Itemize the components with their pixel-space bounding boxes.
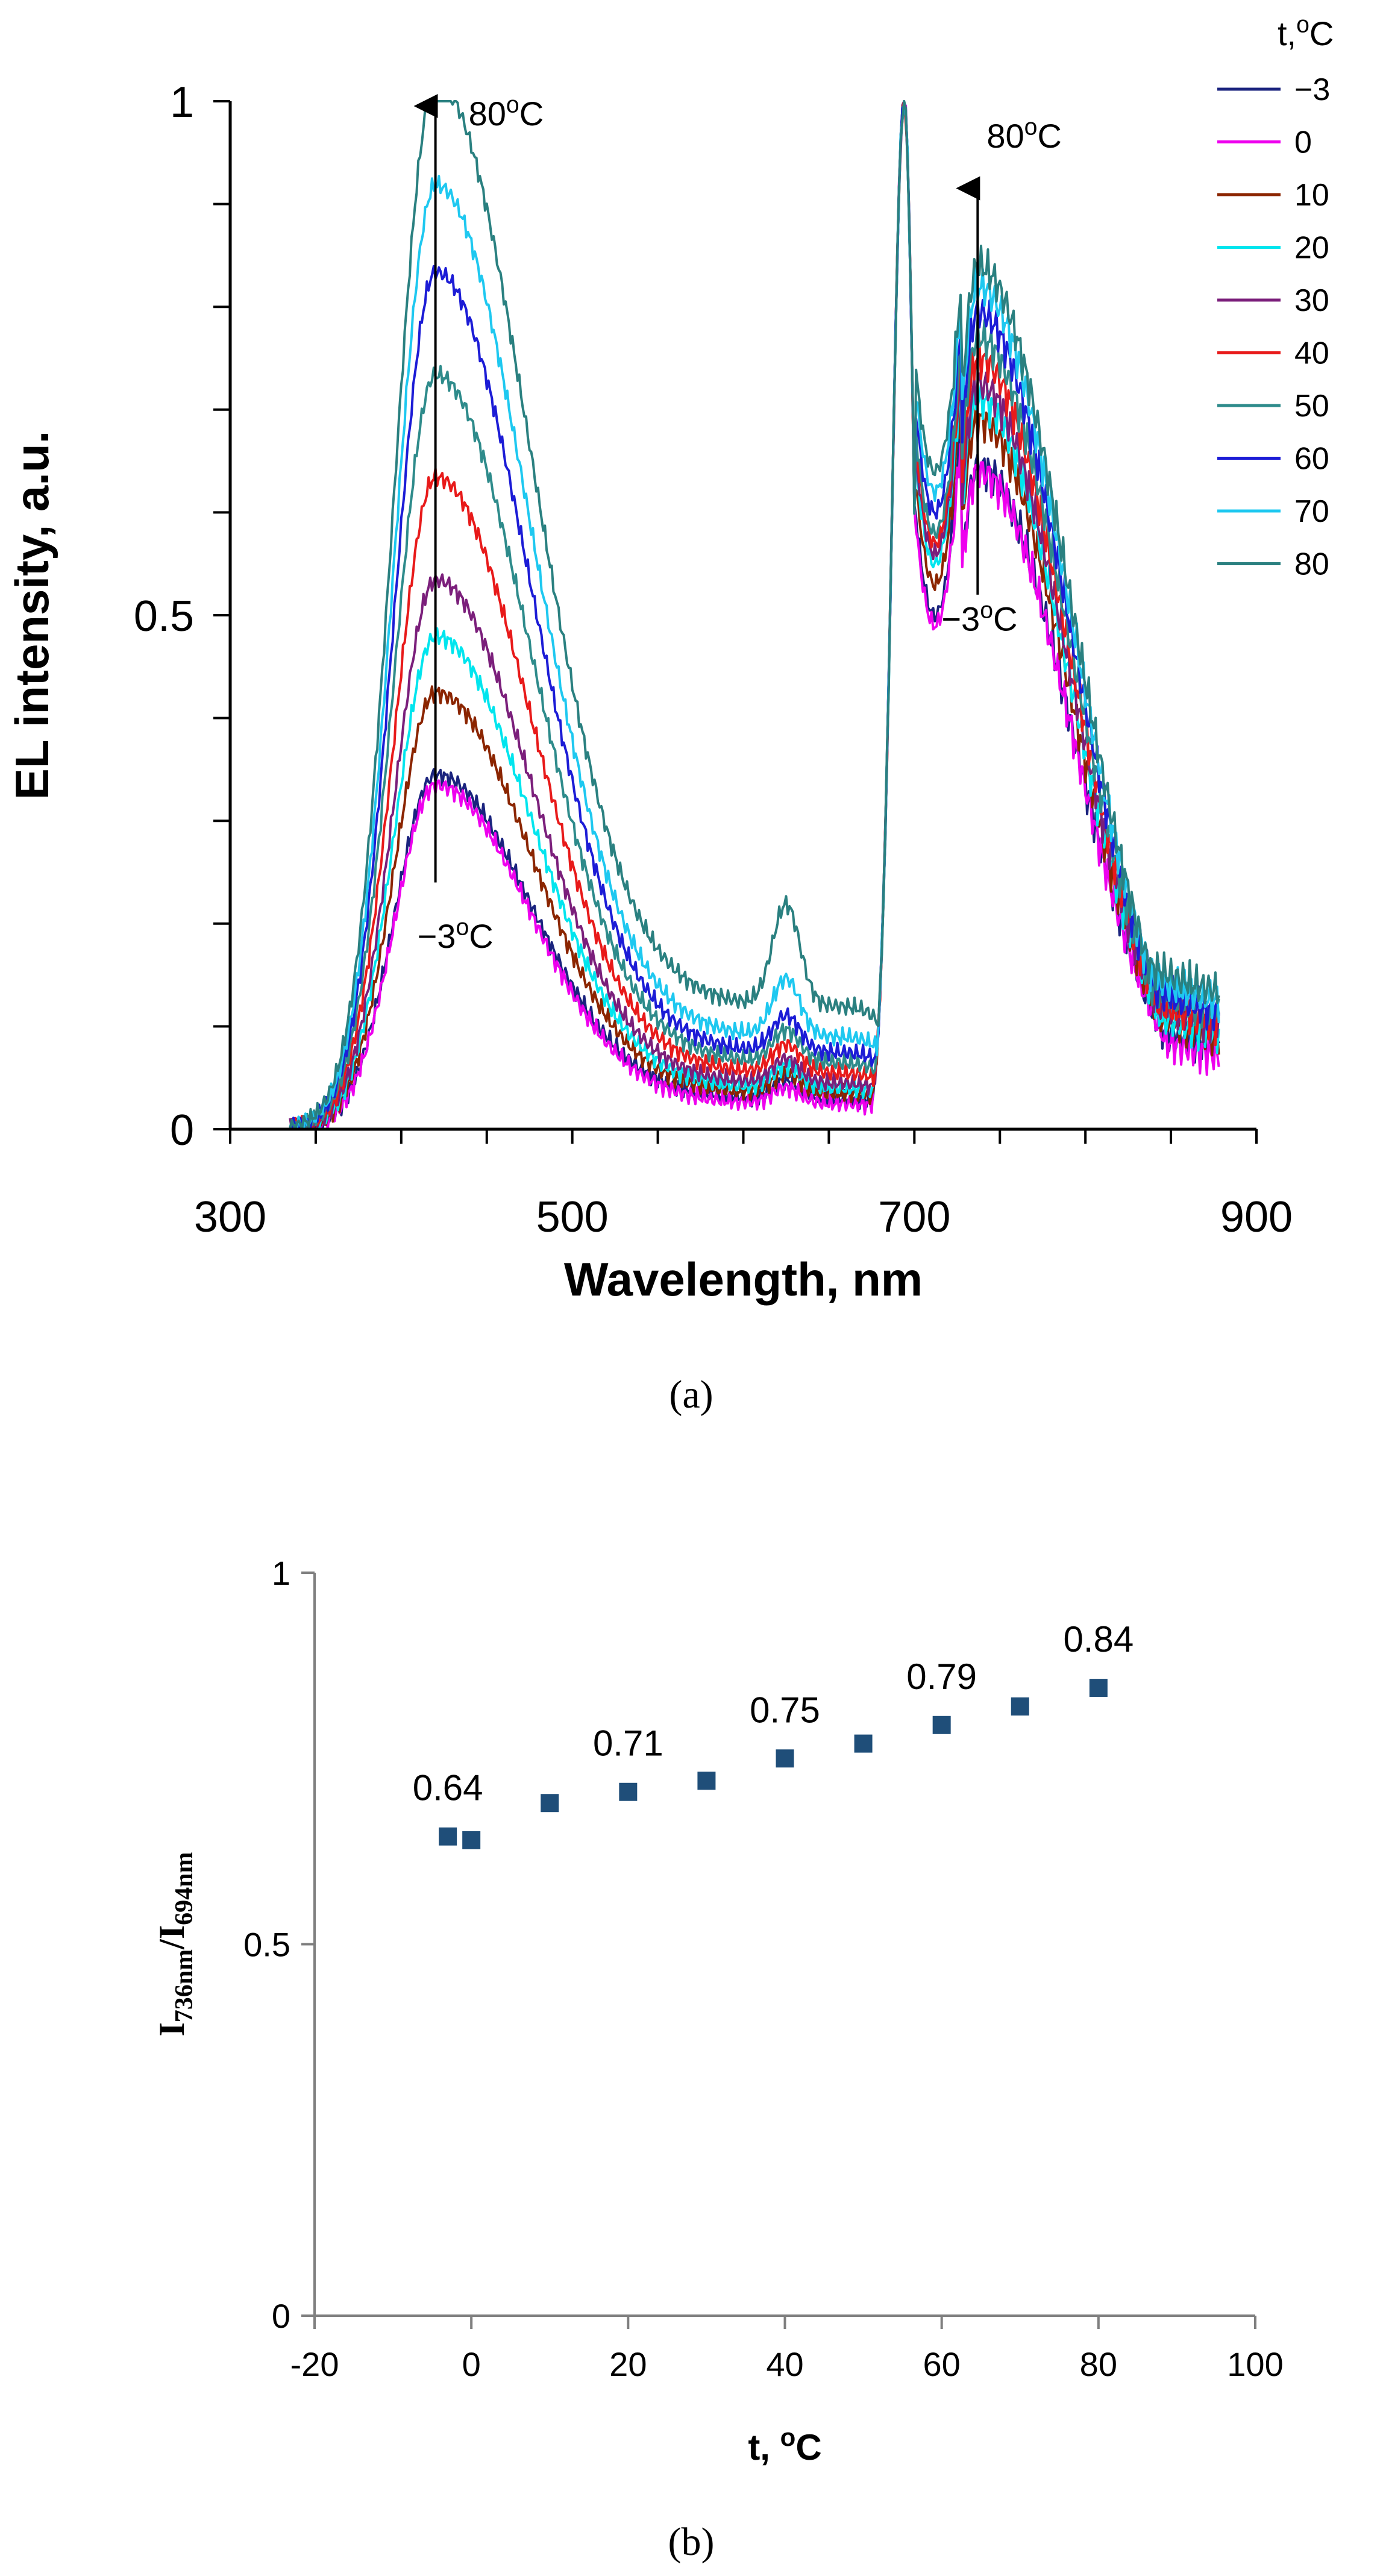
x-tick-label: 900 <box>1220 1193 1293 1241</box>
data-point-50 <box>854 1734 873 1753</box>
data-label-0.84: 0.84 <box>1063 1619 1134 1659</box>
y-tick-label: 0.5 <box>134 592 194 641</box>
legend-label-0: 0 <box>1294 125 1312 160</box>
series-line-20 <box>289 100 1220 1130</box>
x-tick-label: 40 <box>766 2345 803 2383</box>
legend-label-60: 60 <box>1294 442 1329 477</box>
x-axis-label: t, oC <box>748 2423 821 2468</box>
x-tick-label: 300 <box>194 1193 266 1241</box>
data-label-0.75: 0.75 <box>750 1690 820 1730</box>
series-line-60 <box>289 107 1220 1130</box>
x-tick-label: 80 <box>1080 2345 1117 2383</box>
data-label-0.79: 0.79 <box>906 1656 977 1697</box>
data-point-30 <box>697 1772 716 1790</box>
panel-label-a: (a) <box>669 1373 713 1417</box>
series-line-70 <box>289 100 1220 1130</box>
legend-label-40: 40 <box>1294 336 1329 371</box>
y-tick-label: 0 <box>170 1106 194 1155</box>
x-tick-label: 700 <box>878 1193 950 1241</box>
x-tick-label: 20 <box>609 2345 647 2383</box>
data-point-0 <box>462 1831 481 1849</box>
series-line-−3 <box>290 106 1220 1130</box>
x-tick-label: 500 <box>536 1193 609 1241</box>
series-line-0 <box>290 104 1220 1130</box>
legend-title: t,oC <box>1278 12 1334 52</box>
data-point-10 <box>541 1794 559 1813</box>
series-line-40 <box>289 100 1220 1130</box>
x-tick-label: 100 <box>1227 2345 1283 2383</box>
annotation-3: −3oC <box>941 597 1017 638</box>
y-tick-label: 0.5 <box>243 1926 290 1964</box>
legend-label-80: 80 <box>1294 547 1329 582</box>
data-point-80 <box>1089 1679 1108 1697</box>
data-point-70 <box>1011 1697 1029 1716</box>
y-tick-label: 1 <box>272 1554 290 1592</box>
legend-label-10: 10 <box>1294 178 1329 213</box>
legend-label-30: 30 <box>1294 283 1329 318</box>
data-label-0.71: 0.71 <box>593 1723 663 1764</box>
data-point--3 <box>439 1827 457 1846</box>
legend: t,oC −3 0 10 20 30 40 50 60 70 80 <box>1217 12 1334 582</box>
y-tick-label: 0 <box>272 2297 290 2335</box>
panel-label-b: (b) <box>668 2520 715 2564</box>
legend-label-50: 50 <box>1294 389 1329 424</box>
legend-label-−3: −3 <box>1294 72 1330 107</box>
data-point-60 <box>932 1716 951 1734</box>
data-point-40 <box>776 1749 794 1768</box>
annotation-1: −3oC <box>418 915 494 955</box>
series-line-30 <box>289 100 1220 1130</box>
x-tick-label: 60 <box>923 2345 961 2383</box>
legend-label-20: 20 <box>1294 231 1329 266</box>
x-axis-label: Wavelength, nm <box>564 1253 923 1306</box>
series-line-80 <box>289 100 1220 1130</box>
series-group <box>289 100 1220 1130</box>
data-point-20 <box>619 1782 638 1801</box>
y-axis-label: I736nm/I694nm <box>152 1852 198 2036</box>
x-tick-label: -20 <box>290 2345 339 2383</box>
x-tick-label: 0 <box>462 2345 481 2383</box>
chart-b: 00.51-20 0 20 40 60 80 1000.640.710.750.790.84… <box>152 1554 1284 2468</box>
data-label-0.64: 0.64 <box>413 1768 483 1808</box>
y-tick-label: 1 <box>170 78 194 127</box>
annotation-2: 80oC <box>986 114 1062 154</box>
annotation-0: 80oC <box>469 92 544 133</box>
y-axis-label: EL intensity, a.u. <box>5 431 58 800</box>
series-line-50 <box>289 104 1220 1130</box>
series-line-10 <box>289 100 1220 1130</box>
legend-label-70: 70 <box>1294 494 1329 529</box>
